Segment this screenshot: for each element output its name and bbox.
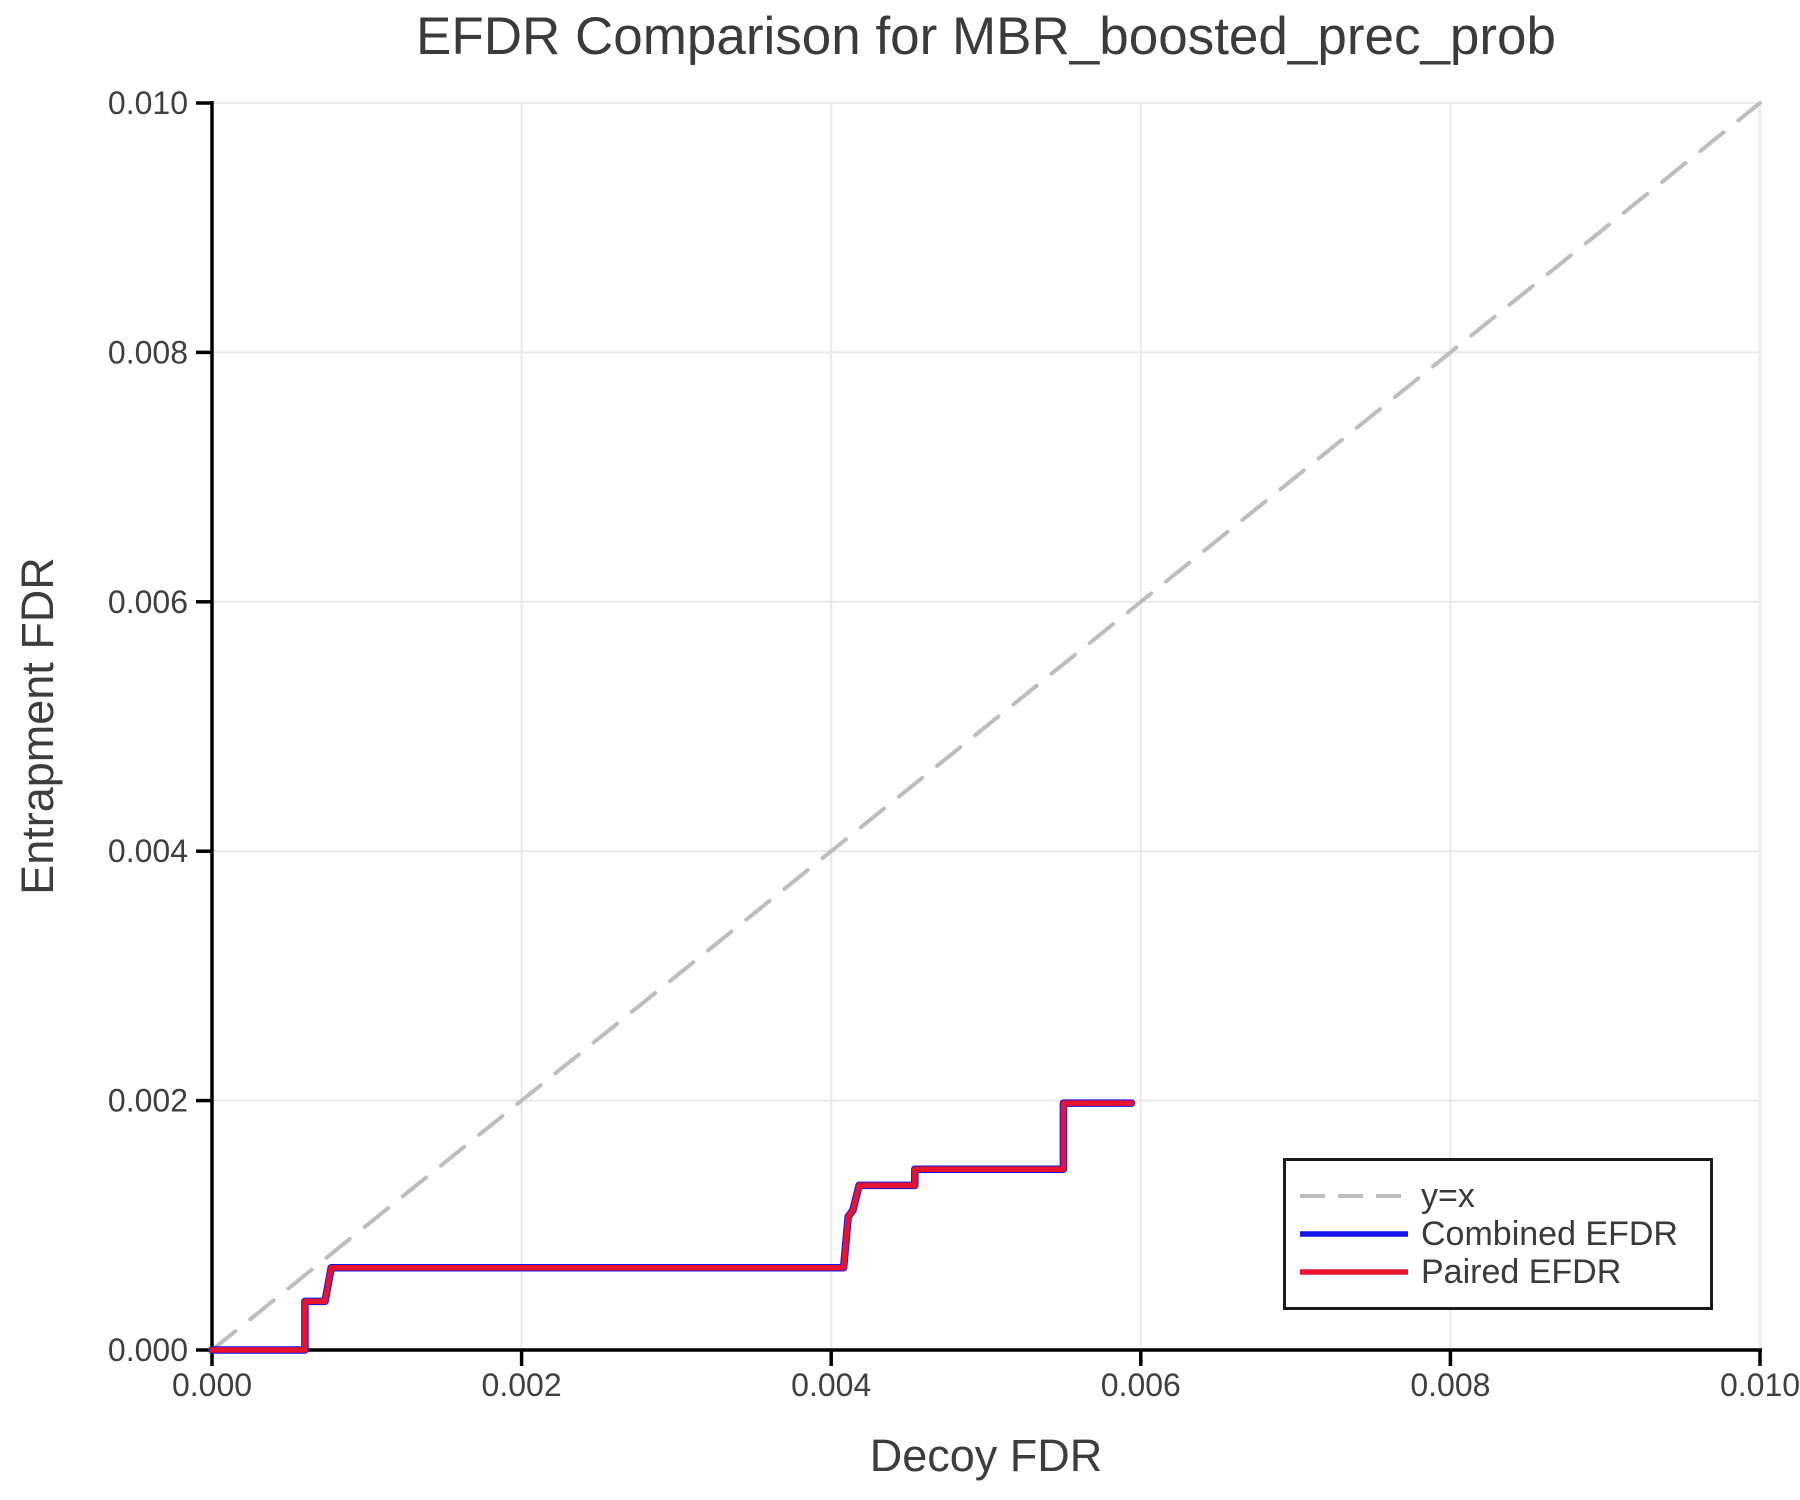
legend-box: y=x Combined EFDR Paired EFDR — [1283, 1158, 1713, 1310]
legend-label: Combined EFDR — [1421, 1215, 1678, 1253]
x-tick-label: 0.008 — [1410, 1367, 1490, 1403]
y-tick-label: 0.002 — [108, 1083, 188, 1119]
x-tick-label: 0.010 — [1720, 1367, 1800, 1403]
identity-line — [210, 101, 1762, 1352]
x-tick-label: 0.004 — [791, 1367, 871, 1403]
legend-label: y=x — [1421, 1177, 1475, 1215]
y-tick-label: 0.010 — [108, 85, 188, 121]
chart-title: EFDR Comparison for MBR_boosted_prec_pro… — [415, 7, 1557, 66]
blue-line-swatch — [1300, 1231, 1408, 1237]
paired-efdr-line — [209, 1100, 1135, 1353]
red-line-swatch — [1300, 1269, 1408, 1275]
legend-label: Paired EFDR — [1421, 1253, 1622, 1291]
legend-entry-identity: y=x — [1300, 1177, 1710, 1215]
y-tick-label: 0.008 — [108, 334, 188, 370]
legend-entry-paired-efdr: Paired EFDR — [1300, 1253, 1710, 1291]
y-axis-label: Entrapment FDR — [12, 557, 63, 895]
x-tick-label: 0.002 — [482, 1367, 562, 1403]
legend-entry-combined-efdr: Combined EFDR — [1300, 1215, 1710, 1253]
dashed-line-swatch — [1300, 1194, 1408, 1198]
y-tick-label: 0.004 — [108, 833, 188, 869]
y-tick-label: 0.000 — [108, 1332, 188, 1368]
x-axis-label: Decoy FDR — [869, 1430, 1103, 1481]
y-tick-label: 0.006 — [108, 584, 188, 620]
combined-efdr-line — [208, 1099, 1136, 1354]
x-tick-label: 0.006 — [1101, 1367, 1181, 1403]
x-tick-label: 0.000 — [172, 1367, 252, 1403]
